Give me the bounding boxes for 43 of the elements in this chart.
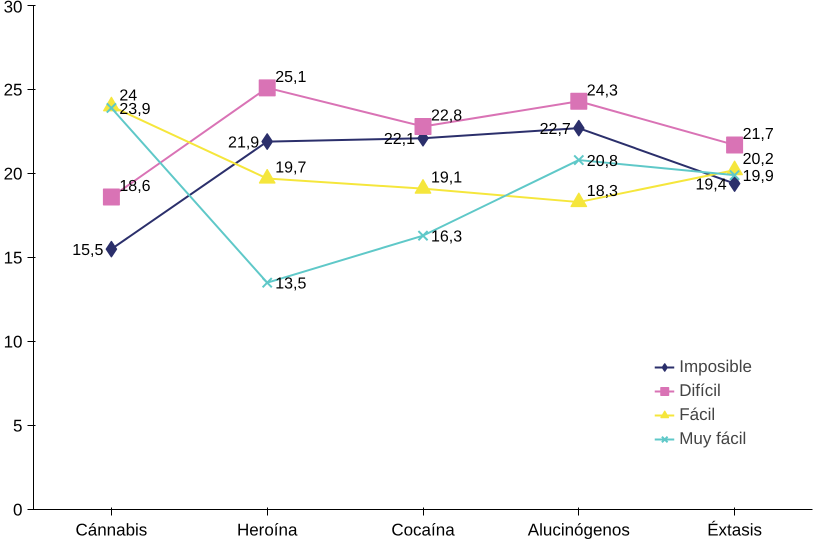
y-tick-label: 20 — [4, 164, 23, 184]
data-label: 23,9 — [119, 100, 151, 118]
data-label: 16,3 — [431, 228, 462, 246]
point — [729, 170, 740, 181]
point — [414, 118, 432, 135]
y-tick-label: 25 — [4, 80, 23, 100]
data-label: 19,9 — [742, 168, 774, 186]
data-label: 20,2 — [742, 151, 774, 168]
x-tick-label: Alucinógenos — [528, 520, 630, 540]
point — [572, 120, 585, 137]
point — [261, 133, 274, 150]
y-tick-label: 0 — [13, 500, 23, 520]
legend-label: Muy fácil — [679, 429, 746, 449]
data-label: 18,6 — [119, 178, 151, 196]
x-tick-label: Éxtasis — [707, 520, 762, 540]
x-tick-label: Cánnabis — [75, 520, 148, 540]
x-tick-label: Cocaína — [391, 520, 456, 540]
y-tick-label: 30 — [4, 0, 23, 16]
y-tick-label: 10 — [4, 332, 23, 352]
y-tick-label: 15 — [4, 248, 23, 268]
legend-label: Difícil — [679, 381, 721, 401]
data-label: 13,5 — [275, 276, 306, 293]
point — [102, 188, 120, 206]
point — [417, 230, 429, 242]
data-label: 21,9 — [228, 134, 260, 152]
data-label: 24,3 — [586, 82, 618, 100]
data-label: 25,1 — [275, 68, 306, 86]
data-label: 21,7 — [742, 126, 774, 143]
point — [262, 277, 273, 288]
point — [258, 79, 276, 96]
legend-label: Imposible — [679, 357, 752, 377]
data-label: 22,8 — [431, 107, 462, 124]
point — [726, 136, 744, 154]
data-label: 15,5 — [72, 242, 104, 260]
x-tick-label: Heroína — [236, 520, 298, 540]
data-label: 19,1 — [431, 170, 462, 187]
data-label: 19,4 — [695, 176, 727, 194]
data-label: 18,3 — [586, 183, 618, 200]
point — [570, 92, 588, 110]
y-tick-label: 5 — [13, 416, 23, 436]
point — [573, 154, 584, 166]
legend-label: Fácil — [679, 405, 716, 425]
data-label: 19,7 — [275, 160, 306, 177]
